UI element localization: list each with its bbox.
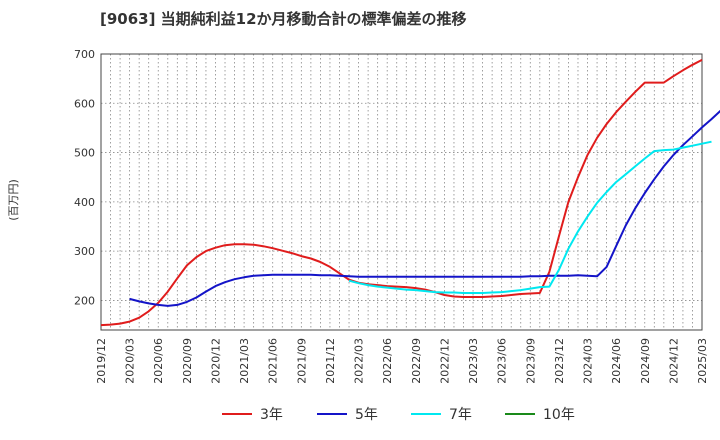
y-tick-label: 200 [74, 294, 95, 307]
series-line-7年 [348, 140, 712, 294]
y-tick-label: 600 [74, 97, 95, 110]
y-tick-label: 400 [74, 196, 95, 209]
legend-label: 5年 [355, 407, 378, 423]
x-tick-label: 2022/03 [353, 338, 366, 384]
legend-label: 3年 [260, 407, 283, 423]
x-tick-label: 2021/09 [295, 338, 308, 384]
x-tick-label: 2023/12 [553, 338, 566, 384]
y-tick-label: 700 [74, 48, 95, 61]
x-tick-label: 2019/12 [95, 338, 108, 384]
x-tick-label: 2021/06 [267, 338, 280, 384]
x-axis-ticks: 2019/12 2020/03 2020/06 2020/09 2020/12 2021/… [95, 338, 709, 384]
x-tick-label: 2024/06 [610, 338, 623, 384]
y-axis-ticks: 200 300 400 500 600 700 [74, 48, 95, 307]
x-tick-label: 2021/03 [238, 338, 251, 384]
x-tick-label: 2023/09 [524, 338, 537, 384]
y-axis-label: (百万円) [7, 179, 20, 221]
x-tick-label: 2022/12 [438, 338, 451, 384]
chart-title: [9063] 当期純利益12か月移動合計の標準偏差の推移 [100, 10, 467, 28]
x-tick-label: 2020/12 [209, 338, 222, 384]
x-tick-label: 2020/03 [124, 338, 137, 384]
series-lines [100, 59, 720, 327]
x-tick-label: 2020/06 [152, 338, 165, 384]
x-tick-label: 2023/03 [467, 338, 480, 384]
x-tick-label: 2023/06 [496, 338, 509, 384]
x-tick-label: 2022/09 [410, 338, 423, 384]
y-tick-label: 300 [74, 245, 95, 258]
x-tick-label: 2020/09 [181, 338, 194, 384]
series-line-5年 [129, 109, 720, 307]
legend: 3年 5年 7年 10年 [222, 407, 575, 423]
x-tick-label: 2025/03 [696, 338, 709, 384]
legend-label: 7年 [449, 407, 472, 423]
x-tick-label: 2021/12 [324, 338, 337, 384]
x-tick-label: 2022/06 [381, 338, 394, 384]
x-tick-label: 2024/03 [582, 338, 595, 384]
plot-area-frame [100, 53, 703, 331]
y-tick-label: 500 [74, 147, 95, 160]
x-tick-label: 2024/12 [667, 338, 680, 384]
grid-lines [101, 53, 702, 330]
x-tick-label: 2024/09 [639, 338, 652, 384]
legend-label: 10年 [543, 407, 575, 423]
series-line-3年 [100, 59, 703, 327]
